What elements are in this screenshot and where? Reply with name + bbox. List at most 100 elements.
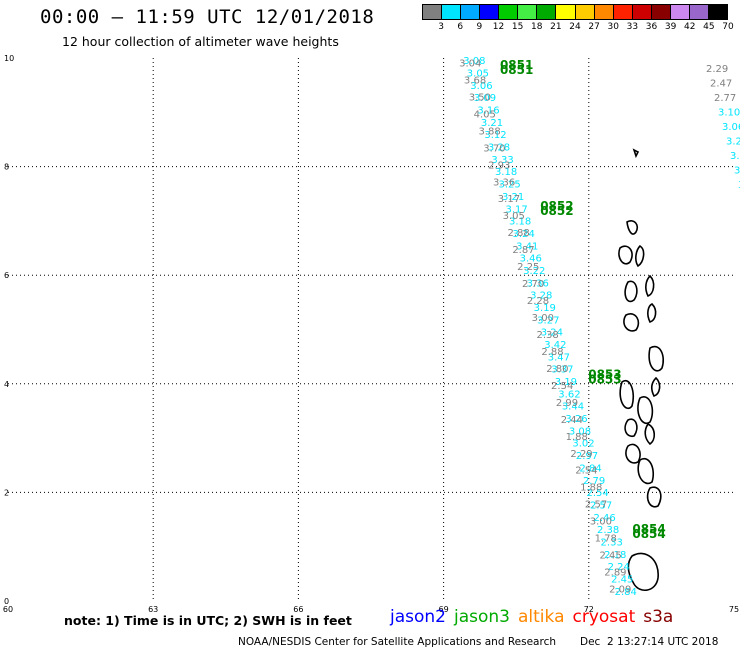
colorbar-swatch: [689, 5, 709, 19]
wave-height-value: 2.87: [512, 245, 534, 256]
wave-height-value: 3.08: [569, 426, 591, 437]
wave-height-value: 3.08: [463, 56, 485, 67]
satellite-tracks: 3.083.053.063.093.163.213.123.283.333.18…: [459, 56, 637, 598]
colorbar-label: 45: [703, 22, 715, 32]
wave-height-value: 2.70: [522, 279, 544, 290]
island-outline: [624, 280, 638, 303]
island-outline: [651, 376, 661, 397]
track-time-label: 0852: [540, 204, 573, 218]
wave-height-value: 2.88: [541, 347, 563, 358]
wave-height-value: 3.3: [730, 151, 740, 162]
y-tick-label: 4: [4, 380, 9, 389]
x-tick-label: 66: [293, 605, 303, 614]
wave-height-value: 1.88: [580, 483, 602, 494]
wave-height-value: 2.29: [706, 64, 728, 75]
colorbar-label: 21: [550, 22, 562, 32]
wave-height-value: 3.19: [534, 303, 556, 314]
colorbar-label: 18: [531, 22, 543, 32]
wave-height-value: 3.24: [513, 229, 535, 240]
mission-label: s3a: [643, 607, 674, 627]
wave-height-value: 3.00: [590, 517, 612, 528]
wave-height-value: 2.93: [488, 160, 510, 171]
colorbar-label: 6: [457, 22, 464, 32]
island-outline: [648, 345, 665, 372]
colorbar-swatch: [632, 5, 652, 19]
colorbar-swatch: [480, 5, 500, 19]
colorbar-label: 36: [645, 22, 658, 32]
x-tick-label: 63: [148, 605, 158, 614]
wave-height-value: 2.29: [570, 449, 592, 460]
island-outline: [632, 148, 640, 159]
wave-height-value: 2.33: [601, 537, 623, 548]
wave-height-value: 4.05: [474, 109, 496, 120]
mission-legend: jason2 jason3 altika cryosat s3a: [390, 607, 681, 627]
colorbar-label: 70: [722, 22, 734, 32]
wave-height-value: 3.18: [509, 217, 531, 228]
wave-height-value: 3.68: [464, 75, 486, 86]
track-time-label: 0854: [632, 527, 665, 541]
wave-height-value: 2.38: [537, 330, 559, 341]
wave-height-value: 3.42: [544, 340, 566, 351]
island-outline: [646, 486, 662, 508]
island-outline: [637, 396, 654, 425]
map-grid: [8, 58, 734, 601]
wave-height-value: 3.12: [484, 130, 506, 141]
wave-height-value: 3.88: [478, 126, 500, 137]
colorbar-swatch: [442, 5, 462, 19]
wave-height-value: 3.10: [718, 108, 740, 119]
wave-height-value: 2.45: [611, 574, 633, 585]
generated-timestamp: Dec 2 13:27:14 UTC 2018: [580, 636, 719, 648]
wave-height-value: 2.89: [604, 568, 626, 579]
wave-height-value: 3.21: [481, 118, 503, 129]
track-time-label: 0851: [500, 63, 533, 77]
colorbar-swatch: [499, 5, 519, 19]
map-title: 00:00 – 11:59 UTC 12/01/2018: [40, 6, 375, 28]
wave-height-value: 3.06: [470, 81, 492, 92]
wave-height-value: 2.45: [599, 551, 621, 562]
colorbar-swatch: [670, 5, 690, 19]
y-tick-label: 0: [4, 597, 9, 606]
wave-height-value: 3.04: [459, 58, 481, 69]
colorbar-label: 15: [511, 22, 524, 32]
credit-text: NOAA/NESDIS Center for Satellite Applica…: [238, 636, 556, 648]
wave-height-value: 1.78: [595, 534, 617, 545]
wave-height-value: 3.4: [734, 166, 740, 177]
wave-height-value: 3.05: [467, 69, 489, 80]
track-time-label: 0852: [540, 199, 573, 213]
wave-height-value: 3.06: [722, 122, 740, 133]
track-time-label: 0853: [588, 367, 621, 381]
wave-height-value: 3.02: [572, 439, 594, 450]
wave-height-value: 3.5: [738, 180, 740, 191]
mission-label: cryosat: [572, 607, 636, 627]
wave-height-value: 2.79: [583, 476, 605, 487]
colorbar-swatch: [575, 5, 595, 19]
wave-height-value: 2.84: [579, 463, 601, 474]
track-time-label: 0851: [500, 58, 533, 72]
colorbar-swatch: [556, 5, 576, 19]
wave-height-value: 3.17: [506, 204, 528, 215]
colorbar-label: 39: [664, 22, 677, 32]
island-outline: [623, 313, 640, 332]
mission-label: jason2: [390, 607, 446, 627]
wave-height-value: 2.44: [561, 415, 583, 426]
colorbar-swatch: [594, 5, 614, 19]
track-time-label: 0853: [588, 372, 621, 386]
wave-height-value: 2.38: [597, 525, 619, 536]
wave-height-value: 3.24: [541, 328, 563, 339]
wave-height-value: 2.18: [604, 550, 626, 561]
wave-height-value: 2.57: [585, 500, 607, 511]
mission-label: altika: [518, 607, 565, 627]
wave-height-value: 3.00: [532, 313, 554, 324]
wave-height-value: 3.36: [527, 278, 549, 289]
colorbar-swatch: [423, 5, 443, 19]
wave-height-value: 3.36: [493, 177, 515, 188]
wave-height-value: 3.70: [483, 143, 505, 154]
wave-height-value: 3.26: [565, 414, 587, 425]
colorbar-label: 27: [588, 22, 600, 32]
colorbar-label: 42: [684, 22, 696, 32]
island-outline: [626, 220, 639, 235]
island-outline: [619, 379, 635, 409]
colorbar-swatch: [708, 5, 727, 19]
wave-height-value: 2.84: [615, 587, 637, 598]
colorbar-swatch: [461, 5, 481, 19]
